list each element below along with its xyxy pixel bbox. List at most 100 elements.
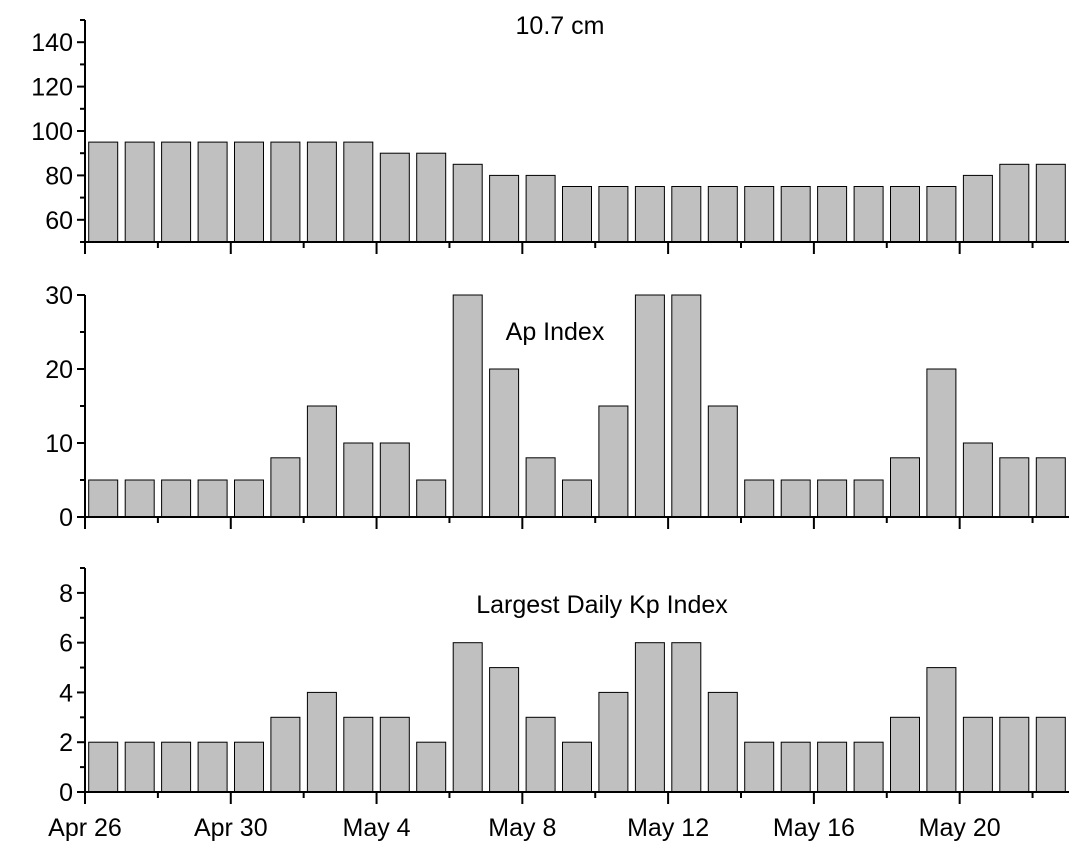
ap-index-bar-22 — [890, 457, 920, 518]
date-axis-labels: Apr 26 Apr 30 May 4 May 8 May 12 May 16 May 20 — [48, 814, 1000, 842]
kp-index-bar-18 — [744, 741, 775, 793]
ap-index-bar-11 — [489, 368, 520, 518]
solar-flux-bar-3 — [197, 141, 228, 243]
ap-index-bar-18 — [744, 479, 775, 518]
date-label: May 16 — [773, 814, 855, 842]
solar-flux-bars — [88, 141, 1066, 243]
solar-flux-bar-16 — [671, 186, 702, 243]
panel-solar-flux: 60 80 100 120 140 10.7 cm — [31, 12, 1069, 254]
solar-flux-bar-11 — [489, 174, 520, 243]
ap-index-bar-23 — [926, 368, 957, 518]
kp-index-bar-9 — [416, 741, 447, 793]
ap-index-y-tick-label: 10 — [45, 430, 73, 458]
ap-index-y-tick-label: 30 — [45, 282, 73, 310]
kp-index-bar-25 — [999, 716, 1030, 793]
kp-index-axes: 0 2 4 6 8 — [59, 567, 1069, 807]
ap-index-bar-6 — [306, 405, 337, 518]
ap-index-bar-1 — [124, 479, 155, 518]
solar-flux-bar-1 — [124, 141, 155, 243]
ap-index-bar-10 — [452, 294, 483, 518]
solar-flux-bar-4 — [234, 141, 264, 243]
solar-flux-bar-18 — [744, 186, 775, 243]
ap-index-bar-3 — [197, 479, 228, 518]
kp-index-title: Largest Daily Kp Index — [476, 591, 728, 619]
date-label: May 20 — [919, 814, 1001, 842]
kp-index-bar-19 — [780, 741, 811, 793]
ap-index-title: Ap Index — [506, 318, 605, 346]
kp-index-bar-16 — [671, 642, 702, 793]
ap-index-bar-20 — [817, 479, 848, 518]
ap-index-bar-24 — [962, 442, 993, 518]
solar-flux-title: 10.7 cm — [516, 12, 605, 40]
solar-flux-bar-26 — [1035, 163, 1066, 243]
kp-index-bar-14 — [598, 691, 629, 793]
kp-index-bar-17 — [707, 691, 738, 793]
kp-index-bar-11 — [489, 667, 520, 793]
solar-flux-bar-22 — [890, 186, 920, 243]
kp-index-bar-21 — [853, 741, 884, 793]
ap-index-y-tick-label: 0 — [59, 504, 73, 532]
solar-flux-axes: 60 80 100 120 140 — [31, 19, 1069, 254]
kp-index-bar-5 — [270, 716, 301, 793]
solar-flux-y-tick-label: 100 — [31, 118, 73, 146]
solar-flux-bar-23 — [926, 186, 957, 243]
kp-index-bar-4 — [234, 741, 264, 793]
kp-index-bar-20 — [817, 741, 848, 793]
solar-flux-bar-9 — [416, 152, 447, 243]
ap-index-bar-12 — [525, 457, 556, 518]
ap-index-bar-25 — [999, 457, 1030, 518]
ap-index-bar-14 — [598, 405, 629, 518]
kp-index-bar-15 — [634, 642, 665, 793]
ap-index-bar-17 — [707, 405, 738, 518]
ap-index-bar-8 — [379, 442, 410, 518]
kp-index-bar-6 — [306, 691, 337, 793]
kp-index-bar-0 — [88, 741, 119, 793]
solar-flux-bar-20 — [817, 186, 848, 243]
kp-index-y-tick-label: 6 — [59, 630, 73, 658]
kp-index-bar-13 — [562, 741, 592, 793]
solar-flux-y-tick-label: 140 — [31, 29, 73, 57]
kp-index-bar-10 — [452, 642, 483, 793]
solar-flux-bar-0 — [88, 141, 119, 243]
ap-index-bar-7 — [343, 442, 374, 518]
ap-index-bar-15 — [634, 294, 665, 518]
kp-index-bar-23 — [926, 667, 957, 793]
kp-index-bar-1 — [124, 741, 155, 793]
ap-index-bar-2 — [161, 479, 192, 518]
solar-flux-y-tick-label: 80 — [45, 162, 73, 190]
kp-index-y-tick-label: 0 — [59, 779, 73, 807]
ap-index-bar-9 — [416, 479, 447, 518]
ap-index-bar-26 — [1035, 457, 1066, 518]
ap-index-bar-19 — [780, 479, 811, 518]
solar-flux-bar-24 — [962, 174, 993, 243]
kp-index-bar-12 — [525, 716, 556, 793]
solar-flux-bar-5 — [270, 141, 301, 243]
date-label: May 8 — [488, 814, 556, 842]
solar-flux-bar-8 — [379, 152, 410, 243]
solar-flux-bar-2 — [161, 141, 192, 243]
kp-index-bars — [88, 642, 1066, 793]
kp-index-bar-2 — [161, 741, 192, 793]
panel-ap-index: 0 10 20 30 Ap Index — [45, 282, 1069, 532]
solar-flux-bar-10 — [452, 163, 483, 243]
solar-flux-y-tick-label: 120 — [31, 74, 73, 102]
kp-index-bar-7 — [343, 716, 374, 793]
ap-index-bar-13 — [562, 479, 592, 518]
date-label: May 4 — [343, 814, 411, 842]
solar-flux-bar-14 — [598, 186, 629, 243]
ap-index-bar-0 — [88, 479, 119, 518]
solar-flux-bar-17 — [707, 186, 738, 243]
solar-flux-bar-19 — [780, 186, 811, 243]
solar-flux-bar-6 — [306, 141, 337, 243]
solar-flux-bar-25 — [999, 163, 1030, 243]
solar-flux-bar-21 — [853, 186, 884, 243]
ap-index-bar-16 — [671, 294, 702, 518]
date-label: May 12 — [627, 814, 709, 842]
kp-index-bar-24 — [962, 716, 993, 793]
kp-index-y-tick-label: 4 — [59, 679, 73, 707]
date-label: Apr 30 — [194, 814, 268, 842]
ap-index-bar-21 — [853, 479, 884, 518]
kp-index-y-tick-label: 8 — [59, 580, 73, 608]
solar-flux-bar-13 — [562, 186, 592, 243]
solar-flux-bar-12 — [525, 174, 556, 243]
